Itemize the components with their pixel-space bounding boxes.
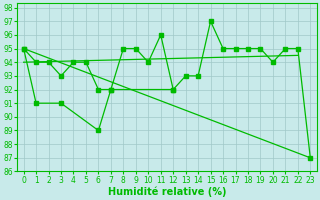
X-axis label: Humidité relative (%): Humidité relative (%) bbox=[108, 186, 226, 197]
